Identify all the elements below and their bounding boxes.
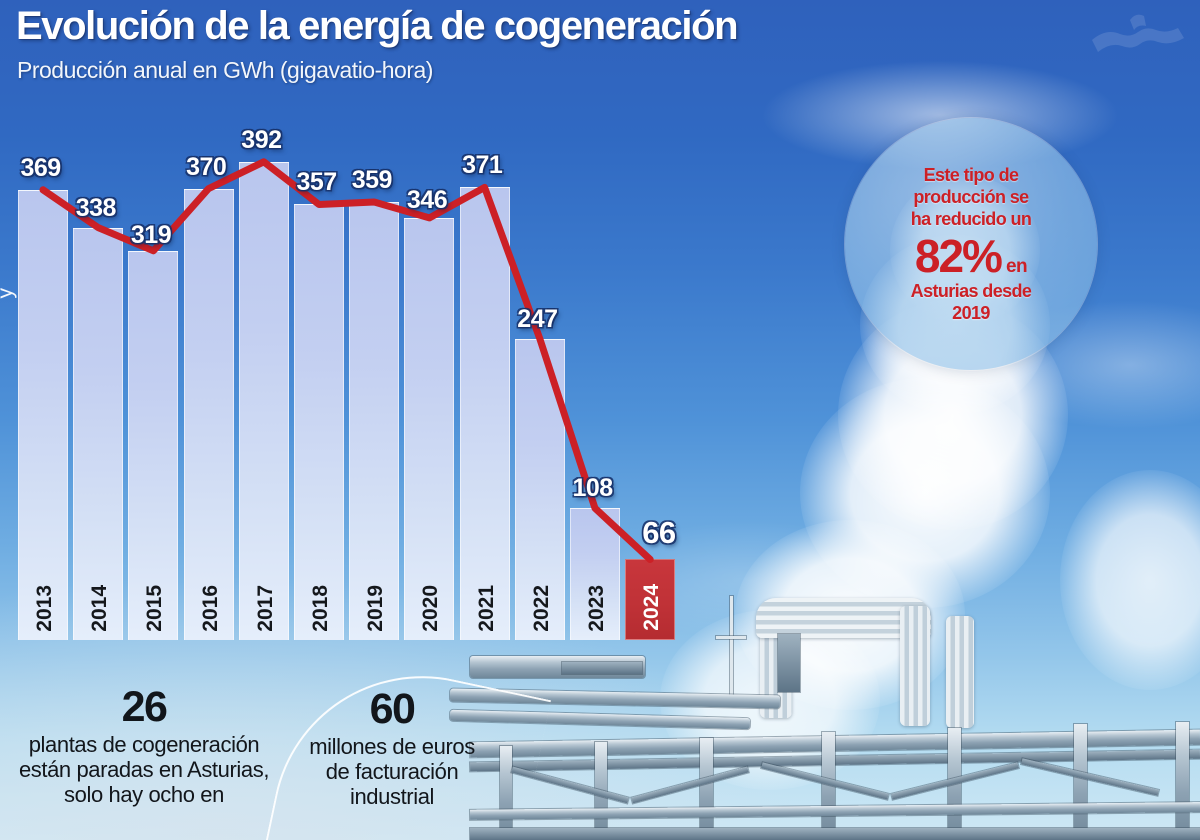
bar-2017[interactable]: 2017	[238, 161, 289, 640]
column	[500, 746, 512, 840]
bar-value-2021: 371	[462, 151, 503, 180]
bar-chart: y 2013 2014 2015 2016 2017 2018 2019 2020 2021 20…	[0, 92, 720, 652]
brace	[631, 766, 749, 804]
conveyor-louvers	[562, 662, 642, 674]
bar-value-2016: 370	[186, 152, 227, 181]
bar-2015[interactable]: 2015	[128, 250, 179, 640]
bar-2024[interactable]: 2024	[625, 559, 676, 640]
bar-2016[interactable]: 2016	[183, 188, 234, 640]
fact-text: plantas de cogeneración están paradas en…	[18, 732, 270, 808]
duct-vertical	[900, 606, 930, 726]
column	[1176, 722, 1189, 840]
bar-value-2014: 338	[75, 193, 117, 222]
callout-line-5: 2019	[952, 302, 990, 323]
lower-deck-beam	[470, 828, 1200, 840]
callout-percent: 82%	[914, 229, 1003, 282]
brace	[1021, 758, 1159, 796]
fact-number: 26	[121, 683, 168, 731]
bar-value-2013: 369	[20, 153, 62, 182]
callout-en: en	[1005, 255, 1028, 277]
bar-2014[interactable]: 2014	[73, 227, 124, 640]
bar-2019[interactable]: 2019	[349, 202, 400, 640]
bar-value-2017: 392	[241, 125, 282, 154]
callout-line-2: producción se	[913, 187, 1029, 208]
brace	[511, 766, 629, 804]
bar-value-2019: 359	[351, 166, 393, 195]
callout-circle: Este tipo de producción se ha reducido u…	[845, 118, 1097, 370]
bar-2018[interactable]: 2018	[294, 204, 344, 640]
pipe-run	[449, 709, 751, 730]
column	[700, 738, 713, 840]
fact-text: millones de euros de facturación industr…	[309, 734, 475, 810]
trend-line-overlay	[39, 158, 654, 563]
page-title: Evolución de la energía de cogeneración	[16, 4, 739, 48]
column	[1074, 724, 1087, 840]
fact-number: 60	[369, 685, 416, 733]
bar-2023[interactable]: 2023	[570, 508, 620, 640]
fact-block-plants: 26 plantas de cogeneración están paradas…	[10, 683, 278, 808]
header: Evolución de la energía de cogeneración …	[0, 0, 1200, 92]
antenna-mast	[730, 596, 733, 706]
callout-line-3: ha reducido un	[910, 209, 1032, 230]
fact-block-revenue: 60 millones de euros de facturación indu…	[296, 685, 488, 810]
callout-percent-row: 82% en	[914, 229, 1028, 282]
duct-vertical	[946, 616, 974, 728]
duct-box	[778, 634, 800, 692]
bar-value-2024: 66	[642, 515, 676, 551]
bar-value-2023: 108	[572, 474, 614, 503]
bar-2020[interactable]: 2020	[404, 217, 455, 640]
page-subtitle: Producción anual en GWh (gigavatio-hora)	[17, 57, 433, 83]
antenna-crossbar	[716, 636, 746, 639]
bar-value-2020: 346	[406, 185, 448, 214]
bar-value-2015: 319	[130, 220, 172, 249]
plant-structure	[449, 596, 1200, 840]
bar-value-2022: 247	[517, 304, 558, 333]
bar-2021[interactable]: 2021	[459, 187, 510, 640]
callout-line-1: Este tipo de	[923, 165, 1019, 186]
bar-value-2018: 357	[296, 168, 338, 197]
newspaper-logo-icon	[1092, 14, 1184, 52]
callout-line-4: Asturias desde	[910, 280, 1032, 301]
